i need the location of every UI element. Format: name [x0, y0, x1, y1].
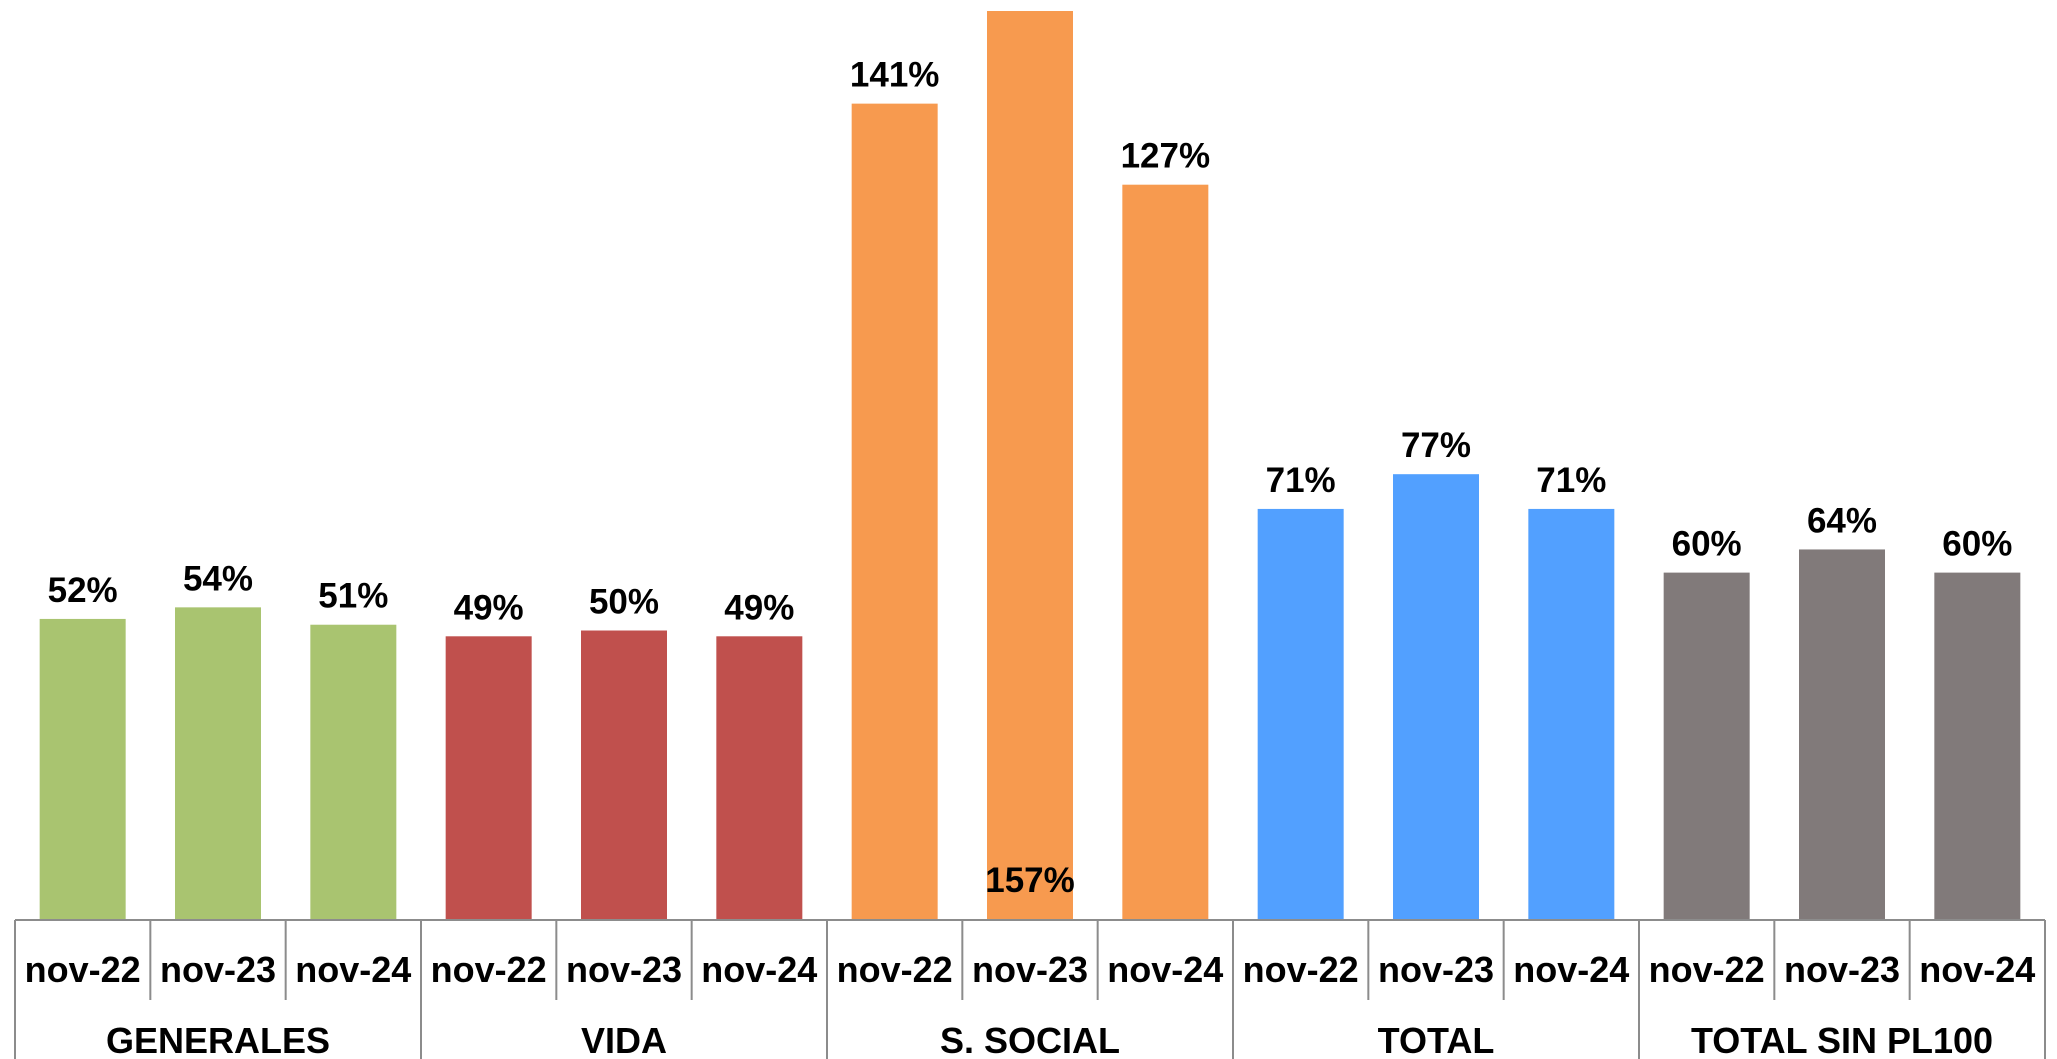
category-tick-label: nov-22 — [837, 949, 953, 990]
bar — [716, 636, 803, 920]
data-label: 141% — [850, 56, 940, 95]
data-label: 71% — [1536, 461, 1606, 500]
category-tick-label: nov-23 — [160, 949, 276, 990]
category-tick-label: nov-22 — [431, 949, 547, 990]
bar — [1934, 572, 2021, 920]
bar — [445, 636, 532, 920]
category-tick-label: nov-24 — [701, 949, 817, 990]
data-label: 54% — [183, 559, 253, 598]
group-label: TOTAL — [1378, 1020, 1495, 1059]
category-tick-label: nov-24 — [1107, 949, 1223, 990]
bar — [1122, 184, 1209, 920]
data-label: 71% — [1266, 461, 1336, 500]
category-tick-label: nov-23 — [972, 949, 1088, 990]
bar — [1528, 508, 1615, 920]
bar — [1393, 474, 1479, 920]
bar — [987, 11, 1073, 920]
bar — [1257, 508, 1344, 920]
category-tick-label: nov-23 — [566, 949, 682, 990]
category-tick-label: nov-22 — [1649, 949, 1765, 990]
data-label: 60% — [1672, 525, 1742, 564]
data-label: 157% — [985, 861, 1075, 900]
data-label: 127% — [1121, 137, 1211, 176]
bar — [581, 630, 667, 920]
category-tick-label: nov-23 — [1784, 949, 1900, 990]
category-tick-label: nov-22 — [1243, 949, 1359, 990]
category-axis: nov-22 nov-23 nov-24 GENERALES nov-22 nov-23 n… — [14, 919, 2046, 1059]
category-tick-label: nov-23 — [1378, 949, 1494, 990]
group-label: TOTAL SIN PL100 — [1691, 1020, 1993, 1059]
bars-layer — [39, 11, 2021, 920]
data-label: 50% — [589, 583, 659, 622]
data-label: 52% — [48, 571, 118, 610]
group-label: GENERALES — [106, 1020, 330, 1059]
data-label: 77% — [1401, 426, 1471, 465]
data-label: 49% — [454, 588, 524, 627]
group-label: VIDA — [581, 1020, 667, 1059]
bar — [851, 103, 938, 920]
category-tick-label: nov-24 — [295, 949, 411, 990]
data-label: 60% — [1942, 525, 2012, 564]
category-tick-label: nov-24 — [1513, 949, 1629, 990]
bar — [1799, 549, 1885, 920]
category-tick-label: nov-24 — [1919, 949, 2035, 990]
data-label: 64% — [1807, 501, 1877, 540]
bar — [39, 618, 126, 920]
bar — [175, 607, 261, 920]
category-tick-label: nov-22 — [25, 949, 141, 990]
bar — [310, 624, 397, 920]
group-label: S. SOCIAL — [940, 1020, 1120, 1059]
value-labels-layer: 52% 54% 51% 49% 50% 49% 141% 157% 127% 71% 77% 71% 6… — [48, 56, 2013, 900]
bar — [1663, 572, 1750, 920]
data-label: 49% — [724, 588, 794, 627]
data-label: 51% — [318, 577, 388, 616]
